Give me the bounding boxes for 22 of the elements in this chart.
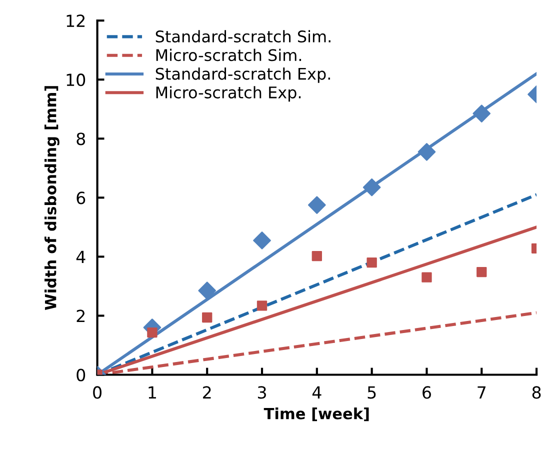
legend-label: Standard-scratch Exp.: [156, 67, 330, 83]
legend-label: Micro-scratch Exp.: [156, 86, 301, 102]
x-tick-label: 7: [478, 386, 486, 399]
y-axis-title: Width of disbonding [mm]: [44, 86, 60, 310]
y-tick-label: 2: [76, 310, 85, 322]
y-tick-label: 0: [76, 368, 86, 382]
x-tick-label: 6: [422, 386, 431, 399]
y-tick-label: 8: [76, 132, 86, 146]
y-tick-label: 10: [66, 74, 86, 86]
x-tick-label: 2: [203, 386, 211, 399]
x-tick-label: 8: [532, 386, 541, 399]
y-tick-label: 12: [66, 14, 85, 27]
y-tick-label: 4: [76, 250, 86, 264]
x-tick-label: 4: [312, 386, 322, 399]
y-tick-label: 6: [76, 192, 86, 204]
x-axis-title: Time [week]: [264, 408, 369, 422]
x-tick-label: 3: [258, 386, 266, 399]
x-tick-label: 0: [93, 386, 102, 399]
x-tick-label: 1: [148, 386, 156, 399]
legend-label: Micro-scratch Sim.: [156, 48, 302, 62]
legend-label: Standard-scratch Sim.: [156, 30, 330, 43]
x-tick-label: 5: [368, 386, 376, 399]
